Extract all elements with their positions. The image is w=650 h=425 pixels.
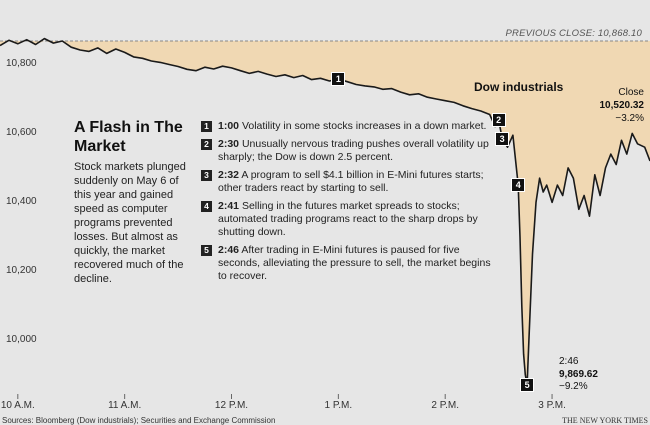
event-number: 2 <box>201 139 212 150</box>
y-tick-label: 10,800 <box>6 58 37 70</box>
event-marker-1: 1 <box>331 71 346 86</box>
event-number: 5 <box>201 245 212 256</box>
credit: THE NEW YORK TIMES <box>562 416 648 425</box>
event-number: 1 <box>201 121 212 132</box>
close-label: Close <box>618 87 644 98</box>
event-marker-4: 4 <box>511 178 526 193</box>
event-time: 2:32 <box>218 169 240 181</box>
event-text: After trading in E-Mini futures is pause… <box>218 244 491 282</box>
close-annotation: Close 10,520.32 −3.2% <box>600 86 645 125</box>
low-time: 2:46 <box>559 356 579 367</box>
dow-series-line <box>0 37 650 387</box>
source-note: Sources: Bloomberg (Dow industrials); Se… <box>2 416 276 425</box>
event-time: 2:30 <box>218 138 240 150</box>
event-number: 4 <box>201 201 212 212</box>
event-time: 2:41 <box>218 200 240 212</box>
close-change: −3.2% <box>615 113 644 124</box>
y-tick-label: 10,200 <box>6 265 37 277</box>
y-tick-label: 10,000 <box>6 334 37 346</box>
x-tick-label: 2 P.M. <box>431 400 460 411</box>
event-number: 3 <box>201 170 212 181</box>
event-time: 2:46 <box>218 244 240 256</box>
event-item: 4 2:41 Selling in the futures market spre… <box>201 200 501 239</box>
event-marker-3: 3 <box>495 131 510 146</box>
close-value: 10,520.32 <box>599 100 645 111</box>
x-tick-label: 12 P.M. <box>214 400 249 411</box>
event-text: Selling in the futures market spreads to… <box>218 200 478 238</box>
series-label: Dow industrials <box>474 80 564 94</box>
decline-fill-area <box>0 40 650 386</box>
event-text: Volatility in some stocks increases in a… <box>241 120 487 132</box>
event-item: 5 2:46 After trading in E-Mini futures is… <box>201 244 501 283</box>
event-item: 3 2:32 A program to sell $4.1 billion in … <box>201 169 501 195</box>
event-item: 1 1:00 Volatility in some stocks increase… <box>201 120 501 133</box>
low-change: −9.2% <box>559 381 588 392</box>
event-marker-2: 2 <box>491 112 506 127</box>
y-tick-label: 10,600 <box>6 127 37 139</box>
event-text: A program to sell $4.1 billion in E-Mini… <box>218 169 484 194</box>
low-annotation: 2:46 9,869.62 −9.2% <box>559 356 598 394</box>
x-tick-label: 11 A.M. <box>108 400 142 411</box>
x-tick-label: 1 P.M. <box>324 400 353 411</box>
event-text: Unusually nervous trading pushes overall… <box>218 138 489 163</box>
x-tick-label: 3 P.M. <box>538 400 566 411</box>
x-tick-marks <box>17 394 553 399</box>
y-tick-label: 10,400 <box>6 196 37 208</box>
low-value: 9,869.62 <box>559 368 598 380</box>
event-time: 1:00 <box>218 120 240 132</box>
event-list: 1 1:00 Volatility in some stocks increase… <box>201 120 501 288</box>
event-item: 2 2:30 Unusually nervous trading pushes o… <box>201 138 501 164</box>
x-tick-label: 10 A.M. <box>0 400 35 411</box>
previous-close-label: PREVIOUS CLOSE: 10,868.10 <box>505 28 642 39</box>
chart-description: Stock markets plunged suddenly on May 6 … <box>74 161 186 285</box>
chart-title: A Flash in The Market <box>74 119 183 155</box>
event-marker-5: 5 <box>520 378 535 393</box>
